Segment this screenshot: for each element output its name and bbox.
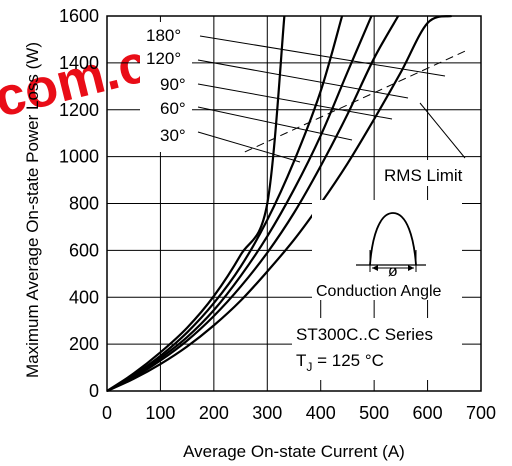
x-tick-labels: 0 100 200 300 400 500 600 700 bbox=[102, 403, 496, 423]
x-tick-label: 0 bbox=[102, 403, 112, 423]
tj-label: TJ = 125 °C bbox=[296, 351, 384, 374]
x-tick-label: 300 bbox=[252, 403, 282, 423]
curve-2 bbox=[106, 15, 373, 392]
x-tick-label: 100 bbox=[145, 403, 175, 423]
y-tick-label: 400 bbox=[69, 287, 99, 307]
curve-1 bbox=[106, 15, 344, 392]
conduction-angle-label: Conduction Angle bbox=[316, 283, 442, 300]
rms-limit-line bbox=[244, 50, 466, 153]
angle-leader-lines bbox=[197, 35, 466, 163]
y-axis-title: Maximum Average On-state Power Loss (W) bbox=[23, 42, 42, 378]
curve-4 bbox=[106, 14, 452, 393]
angle-label-30: 30° bbox=[160, 126, 186, 145]
series-name-label: ST300C..C Series bbox=[296, 325, 433, 344]
y-tick-label: 1000 bbox=[59, 147, 99, 167]
plot-frame bbox=[106, 15, 482, 392]
angle-label-60: 60° bbox=[160, 99, 186, 118]
rms-limit-label: RMS Limit bbox=[384, 166, 463, 185]
y-tick-label: 0 bbox=[89, 381, 99, 401]
y-tick-labels: 0 200 400 600 800 1000 1200 1400 1600 bbox=[59, 6, 99, 401]
curves bbox=[106, 14, 452, 393]
y-tick-label: 1200 bbox=[59, 100, 99, 120]
x-tick-label: 400 bbox=[306, 403, 336, 423]
y-tick-label: 800 bbox=[69, 194, 99, 214]
rms-limit-line-group bbox=[244, 50, 466, 153]
y-tick-label: 1400 bbox=[59, 53, 99, 73]
y-tick-label: 200 bbox=[69, 334, 99, 354]
x-tick-label: 500 bbox=[359, 403, 389, 423]
y-tick-label: 1600 bbox=[59, 6, 99, 26]
curve-0 bbox=[106, 15, 286, 392]
phi-label: ø bbox=[388, 263, 398, 280]
x-tick-label: 600 bbox=[413, 403, 443, 423]
angle-labels: 180° 120° 90° 60° 30° bbox=[140, 22, 192, 152]
x-axis-title: Average On-state Current (A) bbox=[183, 442, 405, 461]
y-tick-label: 600 bbox=[69, 240, 99, 260]
conduction-angle-inset: ø Conduction Angle bbox=[312, 200, 462, 300]
curve-3 bbox=[106, 15, 400, 392]
angle-label-180: 180° bbox=[146, 26, 181, 45]
angle-label-120: 120° bbox=[146, 49, 181, 68]
x-tick-label: 700 bbox=[466, 403, 496, 423]
x-tick-label: 200 bbox=[199, 403, 229, 423]
angle-label-90: 90° bbox=[160, 75, 186, 94]
